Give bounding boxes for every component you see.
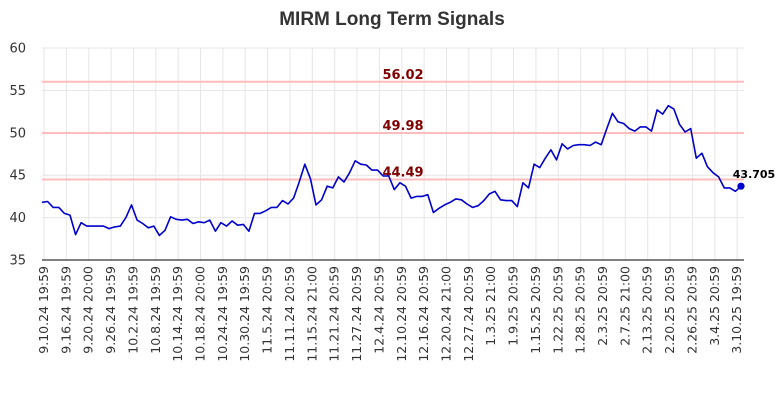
x-tick-label: 1.3.25 21:00: [483, 266, 498, 346]
x-tick-label: 11.21.24 20:59: [327, 266, 342, 362]
x-tick-label: 3.4.25 20:59: [707, 266, 722, 346]
x-tick-label: 10.8.24 19:59: [148, 266, 163, 354]
y-tick-label: 35: [9, 254, 26, 269]
x-tick-label: 1.22.25 20:59: [550, 266, 565, 354]
x-tick-label: 9.16.24 19:59: [58, 266, 73, 354]
x-tick-label: 11.11.24 20:59: [282, 266, 297, 362]
last-price-marker: [737, 182, 745, 190]
x-tick-label: 10.24.24 19:59: [215, 266, 230, 362]
y-tick-label: 60: [9, 42, 26, 57]
x-tick-label: 1.9.25 20:59: [506, 266, 521, 346]
x-tick-label: 2.20.25 20:59: [662, 266, 677, 354]
last-price-label: 43.705: [733, 168, 775, 181]
x-tick-label: 2.13.25 20:59: [640, 266, 655, 354]
x-tick-label: 11.27.24 20:59: [349, 266, 364, 362]
x-tick-label: 12.20.24 21:00: [438, 266, 453, 362]
x-tick-label: 1.28.25 20:59: [573, 266, 588, 354]
x-tick-label: 9.10.24 19:59: [36, 266, 51, 354]
x-tick-label: 2.26.25 20:59: [684, 266, 699, 354]
level-label: 56.02: [382, 68, 423, 83]
price-series-line: [41, 104, 742, 237]
y-axis-ticks: 35 40 45 50 55 60: [9, 42, 26, 269]
x-tick-label: 10.14.24 19:59: [170, 266, 185, 362]
chart-title: MIRM Long Term Signals: [279, 9, 505, 30]
signal-levels: 56.02 49.98 44.49: [42, 68, 744, 181]
y-tick-label: 40: [9, 211, 26, 226]
x-tick-label: 12.4.24 20:59: [371, 266, 386, 354]
x-tick-label: 3.10.25 19:59: [729, 266, 744, 354]
vertical-gridlines: [43, 48, 738, 260]
x-tick-label: 11.15.24 21:00: [304, 266, 319, 362]
y-tick-label: 50: [9, 126, 26, 141]
x-tick-label: 10.18.24 20:00: [193, 266, 208, 362]
x-tick-label: 11.5.24 20:59: [260, 266, 275, 354]
x-tick-label: 10.2.24 19:59: [125, 266, 140, 354]
x-tick-label: 12.27.24 20:59: [461, 266, 476, 362]
x-tick-label: 2.3.25 20:59: [595, 266, 610, 346]
x-tick-label: 10.30.24 19:59: [237, 266, 252, 362]
y-tick-label: 45: [9, 169, 26, 184]
x-tick-label: 1.15.25 20:59: [528, 266, 543, 354]
x-tick-label: 12.10.24 20:59: [394, 266, 409, 362]
x-tick-label: 2.7.25 21:00: [617, 266, 632, 346]
x-axis-ticks: 9.10.24 19:59 9.16.24 19:59 9.20.24 20:00 9…: [36, 266, 744, 362]
y-tick-label: 55: [9, 84, 26, 99]
x-tick-label: 12.16.24 20:59: [416, 266, 431, 362]
level-label: 49.98: [382, 119, 423, 134]
level-label: 44.49: [382, 166, 423, 181]
x-tick-label: 9.20.24 20:00: [81, 266, 96, 354]
x-tick-label: 9.26.24 19:59: [103, 266, 118, 354]
